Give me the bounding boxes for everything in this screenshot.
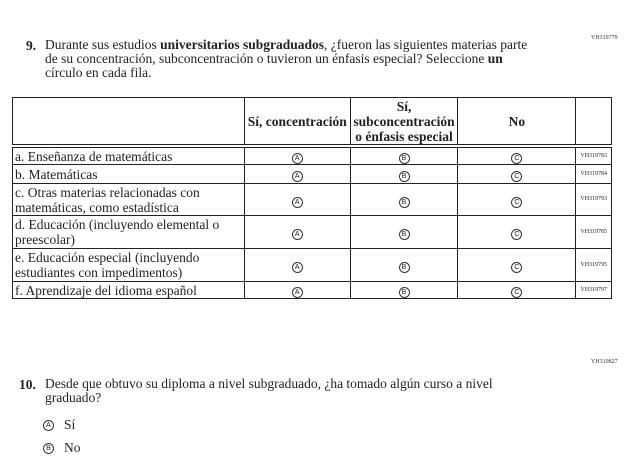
radio-bubble[interactable]: A bbox=[291, 153, 303, 164]
header-col: Sí, subconcentración o énfasis especial bbox=[349, 97, 459, 148]
question-number: 10. bbox=[19, 377, 36, 392]
radio-bubble[interactable]: A bbox=[43, 419, 54, 431]
radio-bubble[interactable]: B bbox=[398, 196, 410, 208]
row-code: VH319784 bbox=[575, 164, 612, 184]
row-code: VH319785 bbox=[575, 215, 612, 249]
option-cell: A bbox=[243, 215, 351, 249]
question-9-grid: Sí, concentración Sí, subconcentración o… bbox=[12, 97, 612, 299]
option-label: No bbox=[64, 440, 81, 455]
question-number: 9. bbox=[26, 38, 37, 53]
radio-bubble[interactable]: C bbox=[511, 287, 523, 298]
row-label: f. Aprendizaje del idioma español bbox=[12, 281, 245, 299]
option-cell: B bbox=[349, 215, 459, 249]
table-row: c. Otras materias relacionadas con matem… bbox=[12, 183, 612, 216]
option-cell: A bbox=[243, 248, 351, 282]
row-label: e. Educación especial (incluyendo estudi… bbox=[12, 248, 245, 282]
radio-bubble[interactable]: B bbox=[398, 262, 410, 273]
header-code bbox=[575, 97, 612, 148]
radio-bubble[interactable]: C bbox=[511, 262, 523, 273]
header-col: No bbox=[457, 97, 577, 148]
option-si[interactable]: A Sí bbox=[43, 417, 75, 433]
option-cell: C bbox=[457, 281, 577, 299]
radio-bubble[interactable]: C bbox=[511, 196, 523, 208]
row-label: b. Matemáticas bbox=[12, 164, 245, 184]
option-cell: C bbox=[457, 183, 577, 216]
radio-bubble[interactable]: B bbox=[398, 153, 410, 164]
option-cell: B bbox=[349, 145, 459, 165]
radio-bubble[interactable]: B bbox=[43, 442, 54, 454]
row-label: c. Otras materias relacionadas con matem… bbox=[12, 183, 245, 216]
row-code: VH319793 bbox=[575, 183, 612, 216]
option-cell: B bbox=[349, 164, 459, 184]
table-row: e. Educación especial (incluyendo estudi… bbox=[12, 248, 612, 282]
radio-bubble[interactable]: C bbox=[511, 153, 523, 164]
row-label: d. Educación (incluyendo elemental o pre… bbox=[12, 215, 245, 249]
question-code: VH319827 bbox=[591, 359, 618, 365]
option-cell: B bbox=[349, 248, 459, 282]
option-cell: B bbox=[349, 183, 459, 216]
header-col: Sí, concentración bbox=[243, 97, 351, 148]
row-code: VH319797 bbox=[575, 281, 612, 299]
option-cell: B bbox=[349, 281, 459, 299]
radio-bubble[interactable]: A bbox=[291, 229, 303, 240]
radio-bubble[interactable]: A bbox=[291, 196, 303, 208]
table-row: a. Enseñanza de matemáticas A B C VH319783 bbox=[12, 145, 612, 165]
question-9-text: Durante sus estudios universitarios subg… bbox=[45, 37, 528, 80]
row-label: a. Enseñanza de matemáticas bbox=[12, 145, 245, 165]
question-10-text: Desde que obtuvo su diploma a nivel subg… bbox=[45, 376, 493, 405]
row-code: VH319795 bbox=[575, 248, 612, 282]
table-row: d. Educación (incluyendo elemental o pre… bbox=[12, 215, 612, 249]
radio-bubble[interactable]: A bbox=[291, 287, 303, 298]
option-cell: C bbox=[457, 248, 577, 282]
option-cell: C bbox=[457, 145, 577, 165]
row-code: VH319783 bbox=[575, 145, 612, 165]
option-cell: A bbox=[243, 145, 351, 165]
radio-bubble[interactable]: A bbox=[291, 262, 303, 273]
header-blank bbox=[12, 97, 245, 148]
option-no[interactable]: B No bbox=[43, 440, 81, 456]
table-row: f. Aprendizaje del idioma español A B C VH31… bbox=[12, 281, 612, 299]
radio-bubble[interactable]: B bbox=[398, 287, 410, 298]
option-cell: C bbox=[457, 215, 577, 249]
radio-bubble[interactable]: B bbox=[398, 171, 410, 182]
radio-bubble[interactable]: C bbox=[511, 171, 523, 182]
table-row: b. Matemáticas A B C VH319784 bbox=[12, 164, 612, 184]
radio-bubble[interactable]: C bbox=[511, 229, 523, 240]
question-code: VH319779 bbox=[591, 35, 618, 41]
option-cell: A bbox=[243, 281, 351, 299]
radio-bubble[interactable]: A bbox=[291, 171, 303, 182]
radio-bubble[interactable]: B bbox=[398, 229, 410, 240]
option-label: Sí bbox=[64, 417, 76, 432]
option-cell: A bbox=[243, 183, 351, 216]
option-cell: C bbox=[457, 164, 577, 184]
option-cell: A bbox=[243, 164, 351, 184]
